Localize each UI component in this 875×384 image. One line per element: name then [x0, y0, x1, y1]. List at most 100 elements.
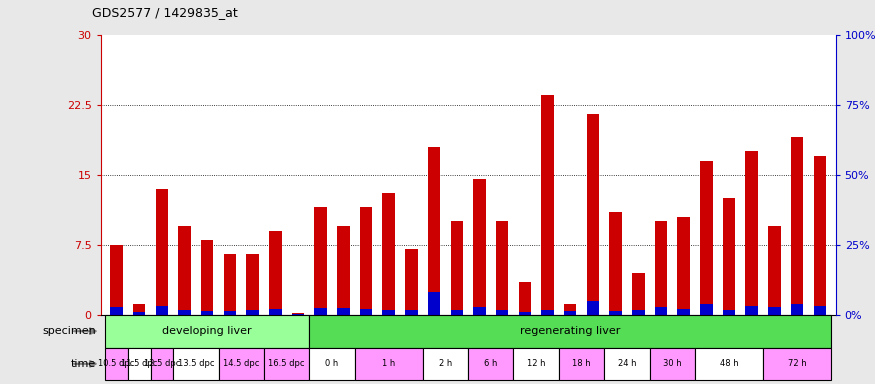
Bar — [247, 254, 259, 315]
Bar — [564, 311, 577, 315]
Bar — [110, 308, 123, 315]
Bar — [178, 310, 191, 315]
Bar — [451, 222, 463, 315]
Bar — [156, 306, 168, 315]
Bar — [201, 240, 214, 315]
Bar — [605, 348, 649, 380]
Text: 12 h: 12 h — [527, 359, 545, 368]
Bar — [291, 313, 304, 315]
Bar — [423, 348, 468, 380]
Bar — [105, 315, 310, 348]
Bar — [814, 156, 826, 315]
Bar — [354, 348, 423, 380]
Text: 12.5 dpc: 12.5 dpc — [144, 359, 180, 368]
Bar — [632, 273, 645, 315]
Bar — [156, 189, 168, 315]
Bar — [609, 311, 622, 315]
Bar — [310, 348, 354, 380]
Bar — [542, 310, 554, 315]
Text: GDS2577 / 1429835_at: GDS2577 / 1429835_at — [92, 6, 238, 19]
Text: 18 h: 18 h — [572, 359, 591, 368]
Bar — [473, 308, 486, 315]
Text: 1 h: 1 h — [382, 359, 396, 368]
Text: developing liver: developing liver — [163, 326, 252, 336]
Bar — [219, 348, 264, 380]
Bar — [270, 231, 282, 315]
Bar — [105, 348, 128, 380]
Bar — [473, 179, 486, 315]
Bar — [746, 306, 758, 315]
Bar — [746, 151, 758, 315]
Text: 11.5 dpc: 11.5 dpc — [121, 359, 158, 368]
Bar — [270, 309, 282, 315]
Text: 30 h: 30 h — [663, 359, 682, 368]
Bar — [700, 304, 712, 315]
Bar — [201, 311, 214, 315]
Bar — [382, 310, 395, 315]
Bar — [360, 207, 372, 315]
Bar — [519, 282, 531, 315]
Bar — [609, 212, 622, 315]
Text: 13.5 dpc: 13.5 dpc — [178, 359, 214, 368]
Bar — [723, 198, 735, 315]
Bar — [677, 309, 690, 315]
Bar — [496, 222, 508, 315]
Text: 6 h: 6 h — [484, 359, 498, 368]
Bar — [314, 308, 327, 315]
Text: time: time — [71, 359, 96, 369]
Bar — [791, 137, 803, 315]
Bar — [542, 95, 554, 315]
Bar — [723, 310, 735, 315]
Text: regenerating liver: regenerating liver — [520, 326, 620, 336]
Bar — [291, 314, 304, 315]
Bar — [247, 310, 259, 315]
Bar — [110, 245, 123, 315]
Text: 24 h: 24 h — [618, 359, 636, 368]
Bar — [586, 114, 599, 315]
Text: 14.5 dpc: 14.5 dpc — [223, 359, 260, 368]
Bar — [654, 308, 668, 315]
Text: 2 h: 2 h — [439, 359, 452, 368]
Bar — [428, 291, 440, 315]
Text: 72 h: 72 h — [788, 359, 807, 368]
Bar — [314, 207, 327, 315]
Bar — [519, 312, 531, 315]
Text: 16.5 dpc: 16.5 dpc — [269, 359, 304, 368]
Bar — [695, 348, 763, 380]
Bar — [677, 217, 690, 315]
Bar — [337, 226, 350, 315]
Bar — [791, 304, 803, 315]
Bar — [133, 312, 145, 315]
Bar — [405, 250, 417, 315]
Bar — [337, 308, 350, 315]
Bar — [468, 348, 514, 380]
Bar — [632, 310, 645, 315]
Text: 10.5 dpc: 10.5 dpc — [98, 359, 135, 368]
Bar — [514, 348, 559, 380]
Bar — [428, 147, 440, 315]
Bar — [564, 304, 577, 315]
Bar — [451, 310, 463, 315]
Bar — [649, 348, 695, 380]
Bar — [559, 348, 605, 380]
Bar — [128, 348, 150, 380]
Bar — [654, 222, 668, 315]
Bar — [763, 348, 831, 380]
Bar — [700, 161, 712, 315]
Bar — [382, 194, 395, 315]
Text: specimen: specimen — [43, 326, 96, 336]
Bar — [768, 226, 780, 315]
Bar — [150, 348, 173, 380]
Text: 48 h: 48 h — [720, 359, 738, 368]
Bar — [360, 309, 372, 315]
Bar — [405, 310, 417, 315]
Bar — [310, 315, 831, 348]
Bar — [178, 226, 191, 315]
Bar — [133, 304, 145, 315]
Bar — [814, 306, 826, 315]
Text: 0 h: 0 h — [326, 359, 339, 368]
Bar — [224, 311, 236, 315]
Bar — [264, 348, 310, 380]
Bar — [173, 348, 219, 380]
Bar — [496, 310, 508, 315]
